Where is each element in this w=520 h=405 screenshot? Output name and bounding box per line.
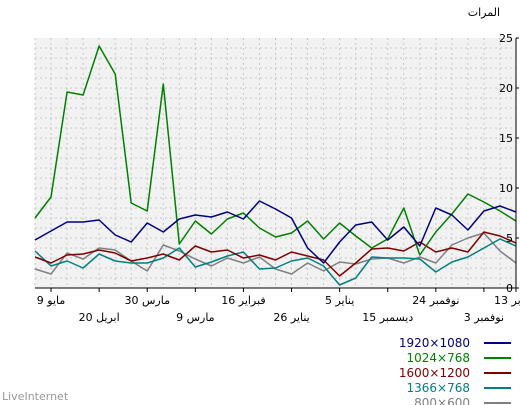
grid [34, 38, 517, 288]
legend-label: 1024×768 [407, 351, 471, 365]
legend-label: 800×600 [414, 396, 470, 405]
x-tick-label: 30 مارس [124, 294, 170, 307]
brand-label: LiveInternet [2, 390, 69, 403]
series-line-1024×768 [34, 45, 517, 256]
x-tick-label: 20 ابريل [79, 311, 120, 324]
x-tick-label: 24 نوفمبر [412, 294, 459, 307]
y-tick-label: 0 [506, 282, 513, 295]
y-tick-label: 5 [506, 232, 513, 245]
y-tick-label: 20 [499, 82, 513, 95]
y-axis-title: المرات [468, 6, 500, 19]
x-tick-label: 3 نوفمبر [464, 311, 504, 324]
series-layer [34, 45, 517, 286]
x-tick-label: 5 يناير [325, 294, 354, 307]
x-tick-label: 26 يناير [273, 311, 309, 324]
x-tick-label: 9 مايو [37, 294, 66, 307]
x-tick-label: 13 اكتوبر [494, 294, 520, 307]
legend-label: 1920×1080 [399, 336, 470, 350]
x-axis-ticks: 13 اكتوبر 3 نوفمبر 24 نوفمبر 15 ديسمبر 5 ينا… [37, 288, 520, 324]
series-line-800×600 [34, 232, 517, 275]
legend-label: 1366×768 [407, 381, 471, 395]
series-line-1600×1200 [34, 231, 517, 277]
legend: 1920×10801024×7681600×12001366×768800×60… [399, 336, 511, 405]
y-tick-label: 10 [499, 182, 513, 195]
series-line-1920×1080 [34, 200, 517, 264]
y-tick-label: 15 [499, 132, 513, 145]
y-axis-ticks: 0 5 10 15 20 25 [499, 32, 519, 295]
legend-label: 1600×1200 [399, 366, 470, 380]
series-line-1366×768 [34, 238, 517, 286]
x-tick-label: 15 ديسمبر [362, 311, 413, 324]
y-tick-label: 25 [499, 32, 513, 45]
x-tick-label: 9 مارس [176, 311, 215, 324]
x-tick-label: 16 فبراير [221, 294, 265, 307]
